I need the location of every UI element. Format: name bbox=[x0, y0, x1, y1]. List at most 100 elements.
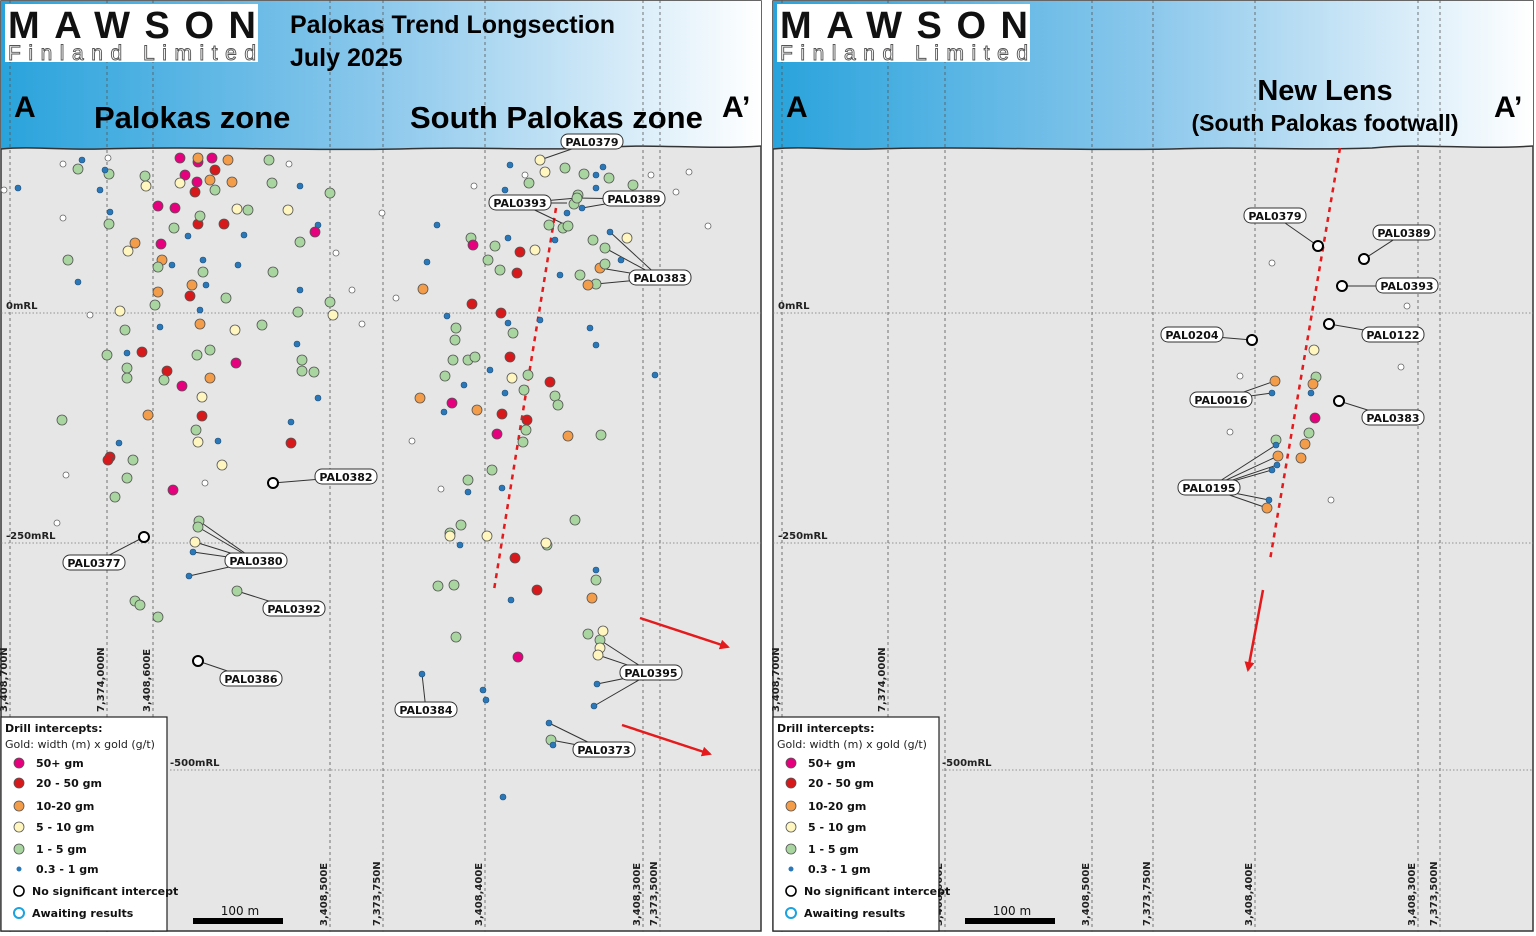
drill-intercept bbox=[256, 319, 268, 331]
drill-hole-label[interactable]: PAL0379 bbox=[560, 133, 624, 150]
rl-label: 0mRL bbox=[778, 301, 810, 312]
drill-hole-label[interactable]: PAL0395 bbox=[619, 664, 683, 681]
drill-hole-label[interactable]: PAL0389 bbox=[1372, 224, 1436, 241]
legend-swatch-m50 bbox=[13, 757, 25, 769]
drill-hole-label[interactable]: PAL0386 bbox=[219, 670, 283, 687]
drill-intercept bbox=[199, 256, 207, 264]
svg-text:PAL0389: PAL0389 bbox=[1377, 227, 1430, 240]
drill-intercept bbox=[204, 372, 216, 384]
drill-intercept bbox=[408, 437, 416, 445]
drill-intercept bbox=[74, 278, 82, 286]
legend-swatch-m50 bbox=[785, 757, 797, 769]
drill-intercept bbox=[495, 307, 507, 319]
drill-intercept bbox=[518, 384, 530, 396]
drill-intercept bbox=[517, 436, 529, 448]
drill-intercept bbox=[332, 249, 340, 257]
drill-intercept bbox=[448, 579, 460, 591]
drill-intercept bbox=[209, 164, 221, 176]
svg-text:PAL0393: PAL0393 bbox=[493, 197, 546, 210]
legend-swatch-none bbox=[785, 885, 797, 897]
drill-intercept bbox=[152, 200, 164, 212]
drill-intercept bbox=[456, 541, 464, 549]
drill-intercept bbox=[186, 279, 198, 291]
drill-intercept bbox=[56, 414, 68, 426]
grid-label: 3,408,600E bbox=[142, 649, 153, 712]
drill-intercept bbox=[101, 349, 113, 361]
drill-hole-label[interactable]: PAL0373 bbox=[572, 741, 636, 758]
grid-label: 3,408,500E bbox=[1081, 863, 1092, 926]
drill-intercept bbox=[481, 530, 493, 542]
svg-text:PAL0380: PAL0380 bbox=[229, 555, 283, 568]
drill-intercept bbox=[115, 439, 123, 447]
drill-hole-label[interactable]: PAL0393 bbox=[488, 194, 552, 211]
svg-text:PAL0392: PAL0392 bbox=[267, 603, 320, 616]
drill-intercept bbox=[592, 566, 600, 574]
right_panel: 3,408,700N7,374,000N3,408,600E3,408,500E… bbox=[771, 0, 1534, 932]
legend-swatch-r20 bbox=[13, 777, 25, 789]
drill-intercept bbox=[704, 222, 712, 230]
drill-intercept bbox=[571, 192, 583, 204]
legend-label: 20 - 50 gm bbox=[808, 777, 874, 790]
drill-intercept bbox=[285, 160, 293, 168]
drill-intercept bbox=[507, 596, 515, 604]
legend-swatch-awaiting bbox=[13, 907, 25, 919]
drill-intercept bbox=[621, 232, 633, 244]
drill-intercept bbox=[1268, 389, 1276, 397]
svg-text:PAL0373: PAL0373 bbox=[577, 744, 630, 757]
drill-intercept bbox=[168, 261, 176, 269]
drill-hole-label[interactable]: PAL0392 bbox=[262, 600, 326, 617]
drill-intercept bbox=[174, 152, 186, 164]
rl-label: -250mRL bbox=[778, 531, 828, 542]
drill-intercept bbox=[194, 210, 206, 222]
drill-intercept bbox=[449, 334, 461, 346]
drill-intercept bbox=[102, 454, 114, 466]
drill-intercept bbox=[192, 152, 204, 164]
drill-hole-label[interactable]: PAL0384 bbox=[394, 701, 458, 718]
legend-label: 10-20 gm bbox=[36, 800, 94, 813]
drill-intercept bbox=[549, 390, 561, 402]
legend-label: Awaiting results bbox=[32, 907, 134, 920]
drill-hole-label[interactable]: PAL0389 bbox=[602, 190, 666, 207]
drill-hole-label[interactable]: PAL0379 bbox=[1243, 207, 1307, 224]
drill-hole-label[interactable]: PAL0382 bbox=[314, 468, 378, 485]
drill-intercept bbox=[592, 171, 600, 179]
drill-intercept bbox=[593, 680, 601, 688]
legend-swatch-b03 bbox=[16, 866, 22, 872]
drill-intercept bbox=[582, 628, 594, 640]
drill-intercept bbox=[152, 286, 164, 298]
legend-label: 1 - 5 gm bbox=[808, 843, 859, 856]
drill-hole-label[interactable]: PAL0380 bbox=[224, 552, 288, 569]
drill-intercept bbox=[544, 376, 556, 388]
drill-hole-label[interactable]: PAL0383 bbox=[1361, 409, 1425, 426]
drill-hole-label[interactable]: PAL0016 bbox=[1189, 391, 1253, 408]
drill-intercept bbox=[103, 218, 115, 230]
drill-hole-label[interactable]: PAL0122 bbox=[1361, 326, 1425, 343]
drill-intercept bbox=[114, 305, 126, 317]
legend-label: 5 - 10 gm bbox=[36, 821, 94, 834]
drill-hole-label[interactable]: PAL0393 bbox=[1375, 277, 1439, 294]
drill-intercept bbox=[220, 292, 232, 304]
drill-intercept bbox=[460, 381, 468, 389]
svg-text:PAL0383: PAL0383 bbox=[633, 272, 686, 285]
drill-hole-label[interactable]: PAL0383 bbox=[628, 269, 692, 286]
drill-intercept bbox=[587, 234, 599, 246]
drill-intercept bbox=[129, 237, 141, 249]
drill-hole-label[interactable]: PAL0204 bbox=[1160, 326, 1224, 343]
drill-intercept bbox=[496, 408, 508, 420]
map-title: Palokas Trend Longsection bbox=[290, 11, 615, 39]
drill-intercept bbox=[617, 256, 625, 264]
legend-label: 50+ gm bbox=[808, 757, 856, 770]
drill-intercept bbox=[209, 184, 221, 196]
drill-intercept bbox=[194, 318, 206, 330]
grid-label: 7,373,750N bbox=[1142, 861, 1153, 926]
drill-hole-label[interactable]: PAL0377 bbox=[62, 554, 126, 571]
drill-intercept bbox=[1269, 375, 1281, 387]
drill-intercept bbox=[1268, 466, 1276, 474]
drill-hole-label[interactable]: PAL0195 bbox=[1177, 479, 1241, 496]
legend-label: 20 - 50 gm bbox=[36, 777, 102, 790]
drill-intercept bbox=[1403, 302, 1411, 310]
drill-intercept bbox=[549, 741, 557, 749]
drill-intercept bbox=[158, 374, 170, 386]
rl-label: -500mRL bbox=[170, 758, 220, 769]
drill-intercept bbox=[1327, 496, 1335, 504]
